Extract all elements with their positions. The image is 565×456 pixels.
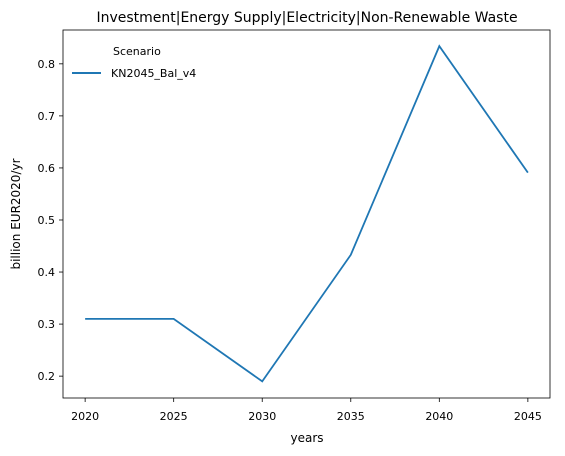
legend: Scenario KN2045_Bal_v4: [72, 45, 196, 80]
chart-title: Investment|Energy Supply|Electricity|Non…: [96, 10, 517, 26]
series-layer: [85, 44, 529, 383]
x-tick-label: 2020: [71, 410, 99, 423]
x-tick-label: 2035: [337, 410, 365, 423]
plot-frame: [62, 29, 551, 399]
legend-title: Scenario: [113, 45, 161, 58]
series-line-kn2045-bal-v4: [85, 44, 529, 383]
x-tick-label: 2040: [425, 410, 453, 423]
legend-label-kn2045-bal-v4: KN2045_Bal_v4: [111, 67, 196, 80]
y-tick-label: 0.8: [38, 58, 56, 71]
x-axis: 2020 2025 2030 2035 2040 2045: [71, 398, 542, 423]
x-axis-label: years: [290, 431, 323, 445]
y-axis: 0.2 0.3 0.4 0.5 0.6 0.7 0.8: [38, 58, 63, 383]
y-tick-label: 0.5: [38, 214, 56, 227]
y-tick-label: 0.4: [38, 266, 56, 279]
y-tick-label: 0.3: [38, 318, 56, 331]
x-tick-label: 2025: [160, 410, 188, 423]
x-tick-label: 2030: [248, 410, 276, 423]
y-tick-label: 0.6: [38, 162, 56, 175]
y-tick-label: 0.2: [38, 370, 56, 383]
x-tick-label: 2045: [514, 410, 542, 423]
y-axis-label: billion EUR2020/yr: [9, 158, 23, 269]
y-tick-label: 0.7: [38, 110, 56, 123]
